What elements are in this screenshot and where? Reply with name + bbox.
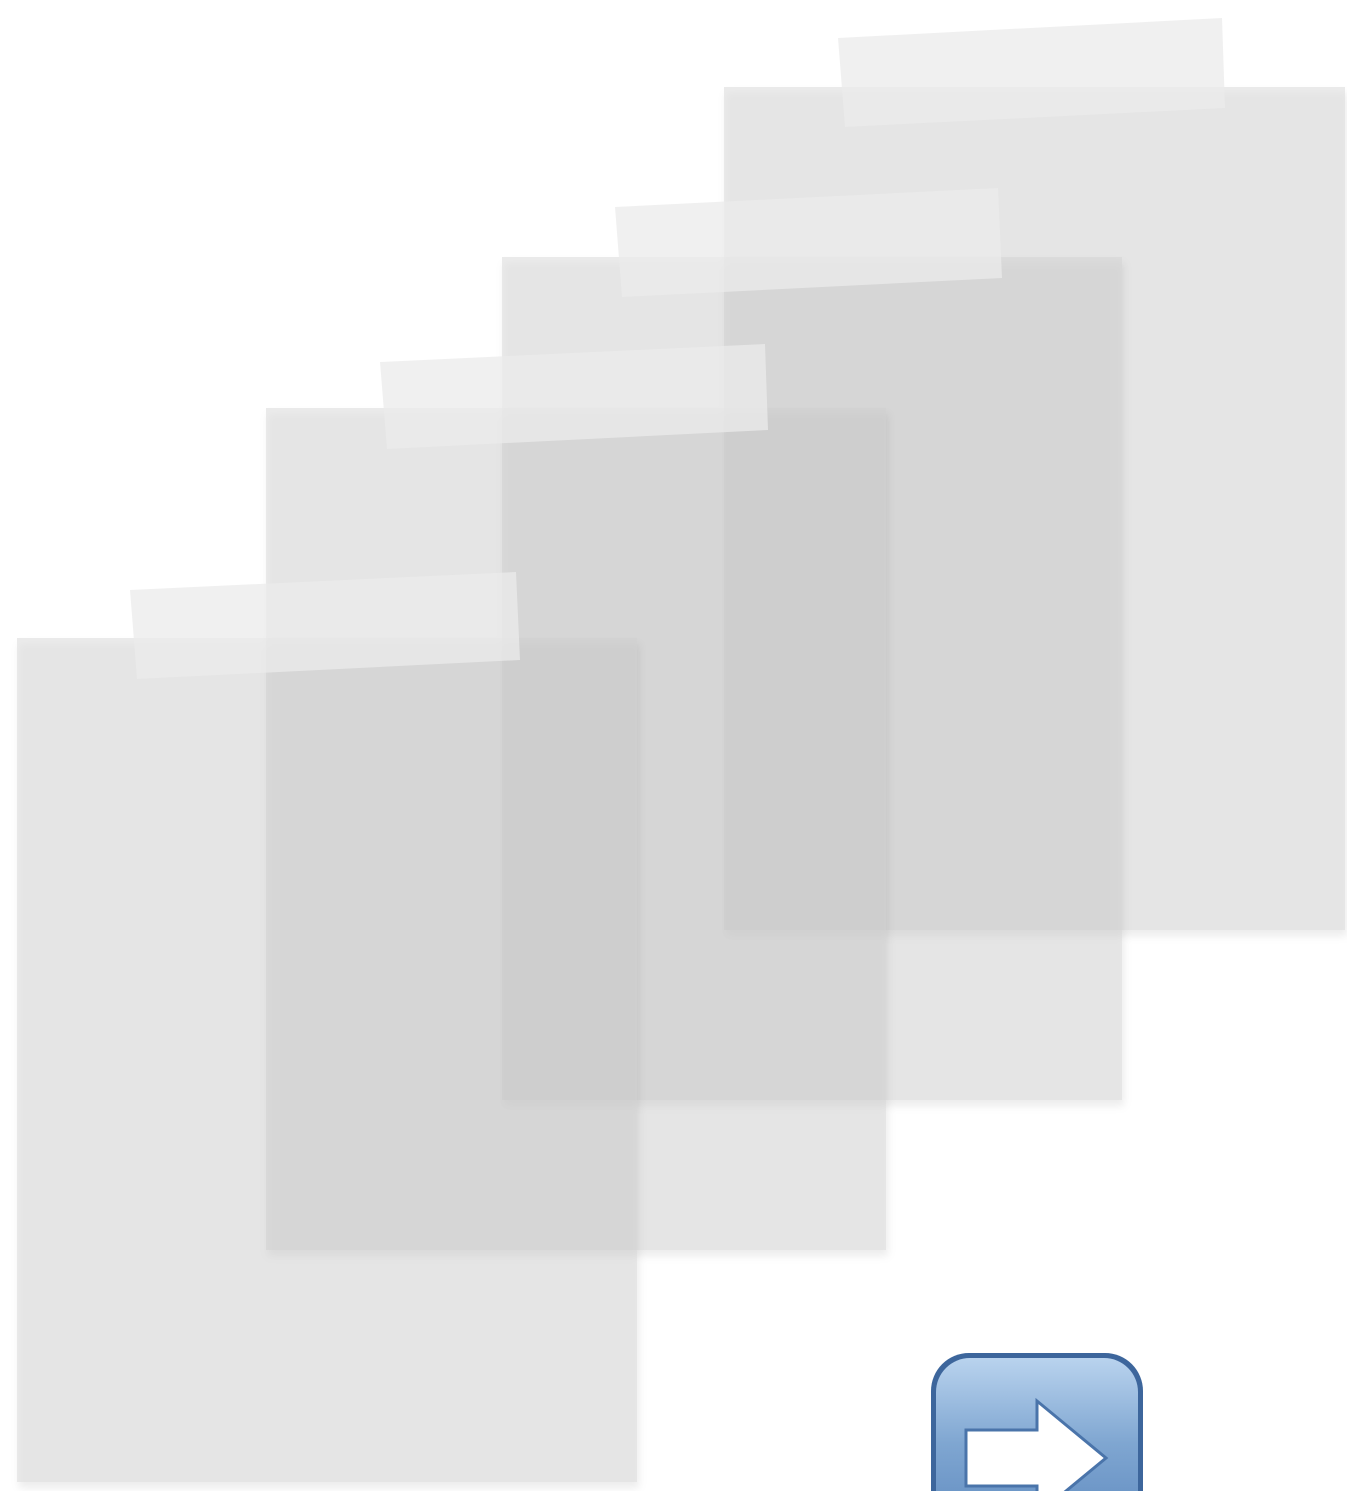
body: [0, 0, 1347, 1491]
next-button[interactable]: [931, 1353, 1143, 1491]
page: {} html, body { margin: 0; padding: 0; b…: [0, 0, 1347, 1491]
tape: [838, 18, 1225, 127]
sheet-paper: [17, 638, 637, 1482]
sheet: [17, 572, 637, 1482]
canvas: [0, 0, 1347, 1491]
tape: [615, 188, 1002, 297]
